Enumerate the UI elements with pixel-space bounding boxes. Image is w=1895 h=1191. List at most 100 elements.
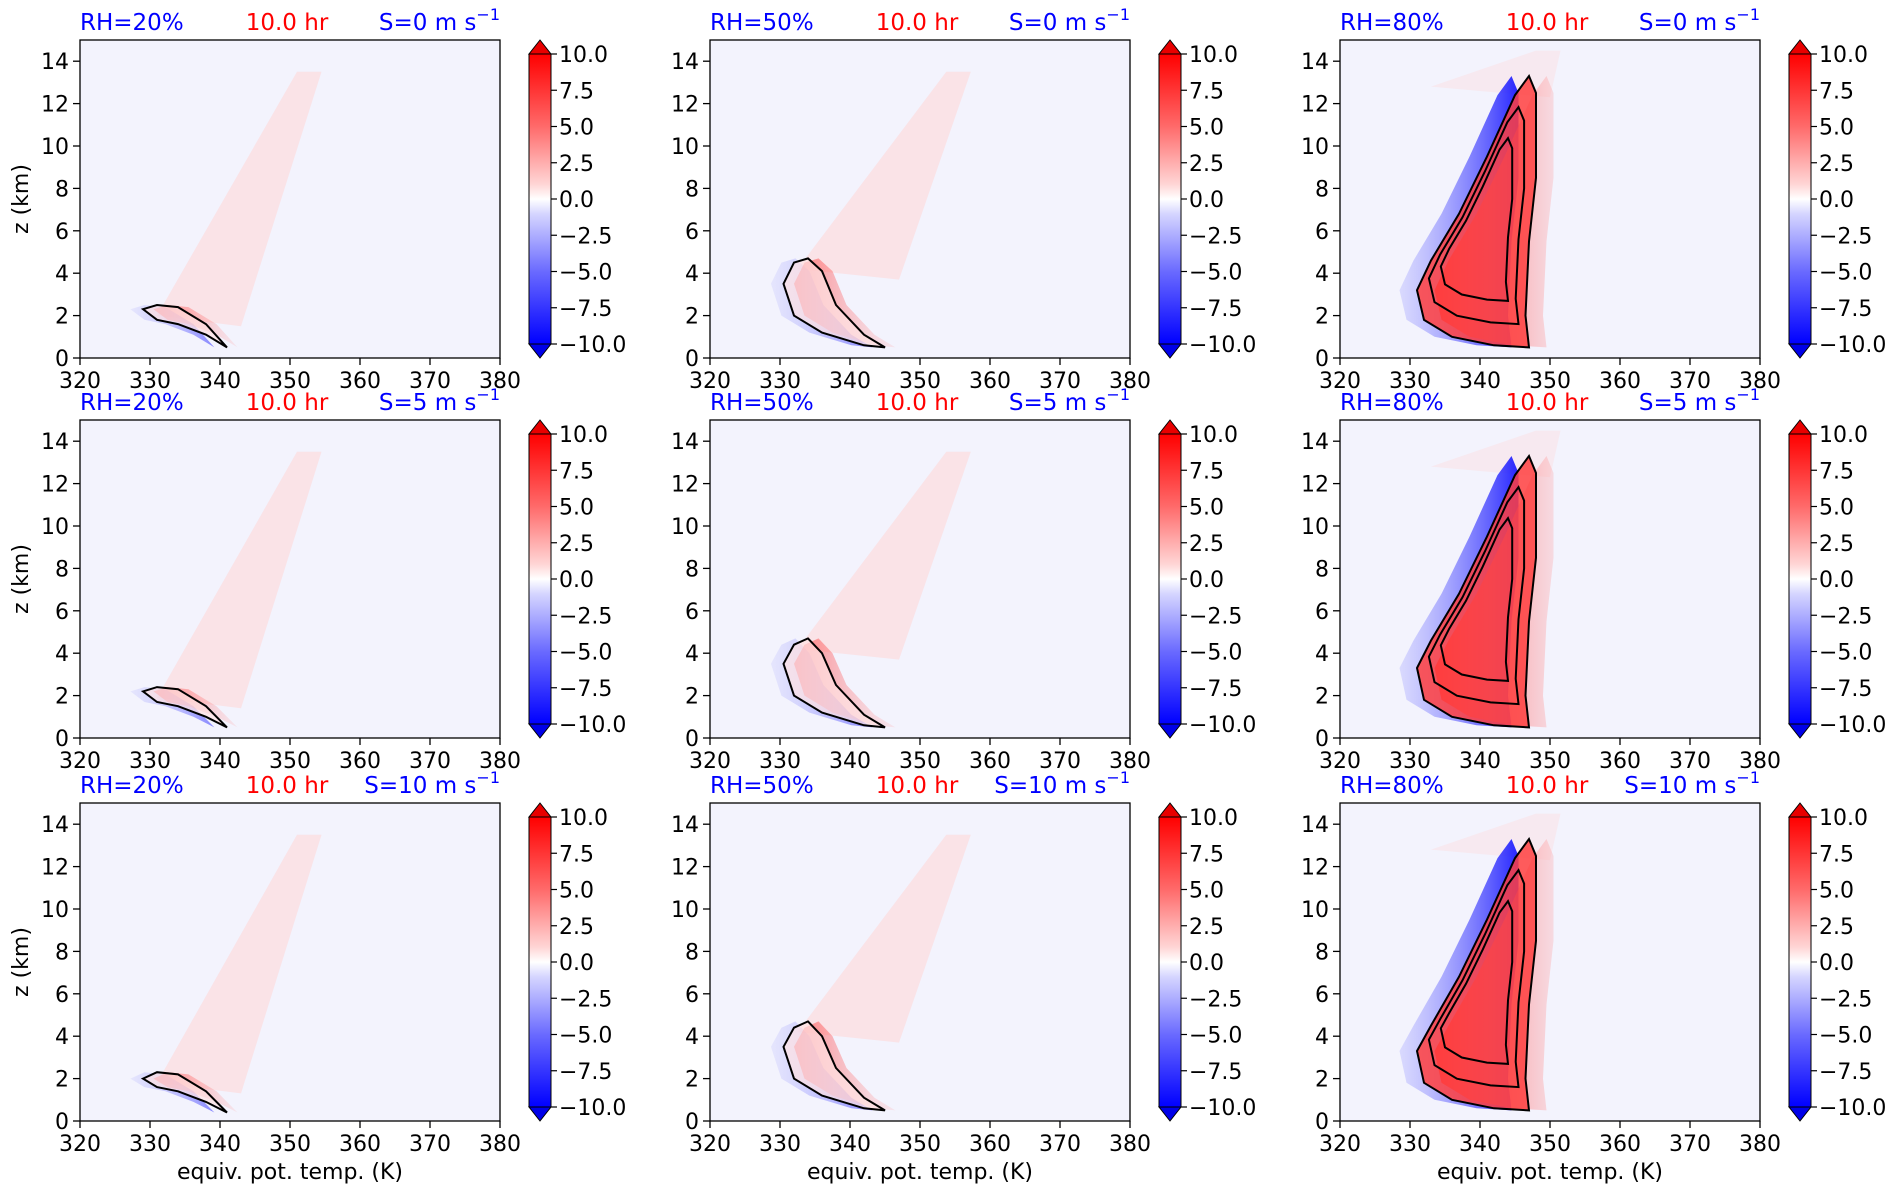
colorbar: 10.0 7.5 5.0 2.5 0.0 −2.5 −5.0 −7.5 −10.0 <box>527 802 626 1122</box>
x-tick-label: 350 <box>899 1132 941 1157</box>
x-tick-label: 360 <box>339 749 381 774</box>
shear-title-main: S=10 m s <box>1624 773 1736 799</box>
contour-line-inner-2 <box>1439 136 1514 302</box>
panel-3: 320 330 340 350 360 370 380 0 2 4 6 8 10 12 14 RH=80% 10… <box>1301 5 1886 394</box>
contour-line-inner-2 <box>1439 899 1514 1065</box>
colorbar-body <box>528 433 552 725</box>
x-tick-label: 330 <box>759 1132 801 1157</box>
contour-line <box>140 303 228 349</box>
x-tick-label: 320 <box>59 369 101 394</box>
colorbar-tick-label: 5.0 <box>559 496 594 521</box>
shear-title: S=0 m s−1 <box>379 5 500 36</box>
y-tick-label: 8 <box>685 177 699 202</box>
x-tick-label: 350 <box>1529 369 1571 394</box>
contour-line <box>1415 453 1537 729</box>
colorbar-max-arrow <box>1157 39 1183 55</box>
x-tick-label: 350 <box>899 749 941 774</box>
colorbar: 10.0 7.5 5.0 2.5 0.0 −2.5 −5.0 −7.5 −10.0 <box>527 419 626 739</box>
y-tick-label: 14 <box>671 813 699 838</box>
y-tick-label: 6 <box>55 220 69 245</box>
plume-shading <box>157 834 322 1094</box>
colorbar-tick-label: 7.5 <box>1819 842 1854 867</box>
colorbar-tick-label: 7.5 <box>559 842 594 867</box>
colorbar-tick-label: 10.0 <box>1189 806 1238 831</box>
y-tick-label: 14 <box>671 430 699 455</box>
time-title: 10.0 hr <box>1506 10 1589 36</box>
colorbar-tick-label: 2.5 <box>1819 152 1854 177</box>
colorbar-max-arrow <box>1787 802 1813 818</box>
time-title: 10.0 hr <box>1506 390 1589 416</box>
y-tick-label: 0 <box>1315 347 1329 372</box>
colorbar: 10.0 7.5 5.0 2.5 0.0 −2.5 −5.0 −7.5 −10.0 <box>1787 39 1886 359</box>
y-tick-label: 2 <box>55 305 69 330</box>
rh-title: RH=50% <box>710 390 814 416</box>
contour-line <box>140 686 228 729</box>
y-tick-label: 8 <box>685 940 699 965</box>
y-tick-label: 8 <box>1315 940 1329 965</box>
colorbar-tick-label: −10.0 <box>559 713 626 738</box>
colorbar-tick-label: −5.0 <box>1819 641 1872 666</box>
colorbar-tick-label: −5.0 <box>1189 261 1242 286</box>
y-tick-label: 4 <box>1315 262 1329 287</box>
shear-title: S=10 m s−1 <box>1624 768 1760 799</box>
colorbar-tick-label: 7.5 <box>559 79 594 104</box>
y-tick-label: 10 <box>671 898 699 923</box>
y-axis-label: z (km) <box>9 544 34 614</box>
time-title: 10.0 hr <box>876 10 959 36</box>
colorbar-tick-label: 5.0 <box>1189 116 1224 141</box>
colorbar-tick-label: 0.0 <box>1189 568 1224 593</box>
y-tick-label: 8 <box>55 940 69 965</box>
colorbar-body <box>1158 816 1182 1108</box>
colorbar-tick-label: 2.5 <box>1189 152 1224 177</box>
colorbar-tick-label: 7.5 <box>1189 459 1224 484</box>
x-tick-label: 360 <box>969 749 1011 774</box>
x-tick-label: 370 <box>1039 369 1081 394</box>
contour-line <box>1415 836 1537 1112</box>
colorbar-tick-label: −2.5 <box>559 604 612 629</box>
x-tick-label: 380 <box>1739 369 1781 394</box>
y-tick-label: 14 <box>671 50 699 75</box>
y-tick-label: 14 <box>1301 813 1329 838</box>
colorbar-body <box>528 816 552 1108</box>
y-axis-label: z (km) <box>9 927 34 997</box>
plume-shading <box>157 451 322 709</box>
colorbar-tick-label: −2.5 <box>1819 224 1872 249</box>
shear-title-exponent: −1 <box>1106 385 1130 404</box>
shear-title-main: S=0 m s <box>379 10 477 36</box>
colorbar-tick-label: 5.0 <box>1819 116 1854 141</box>
colorbar-tick-label: −7.5 <box>1189 677 1242 702</box>
y-tick-label: 8 <box>55 557 69 582</box>
colorbar-body <box>1158 433 1182 725</box>
colorbar-tick-label: 0.0 <box>1819 951 1854 976</box>
colorbar: 10.0 7.5 5.0 2.5 0.0 −2.5 −5.0 −7.5 −10.0 <box>1787 802 1886 1122</box>
x-tick-label: 330 <box>129 1132 171 1157</box>
x-tick-label: 330 <box>129 749 171 774</box>
colorbar-body <box>1788 53 1812 345</box>
x-tick-label: 360 <box>1599 749 1641 774</box>
colorbar-max-arrow <box>527 802 553 818</box>
time-title: 10.0 hr <box>246 773 329 799</box>
shear-title-exponent: −1 <box>1736 768 1760 787</box>
colorbar-tick-label: −7.5 <box>1819 297 1872 322</box>
x-tick-label: 370 <box>409 1132 451 1157</box>
x-tick-label: 320 <box>59 1132 101 1157</box>
colorbar-tick-label: 0.0 <box>1189 951 1224 976</box>
colorbar-tick-label: 5.0 <box>559 116 594 141</box>
x-tick-label: 380 <box>1739 749 1781 774</box>
plume-shading <box>797 71 971 280</box>
shear-title: S=10 m s−1 <box>364 768 500 799</box>
colorbar-tick-label: 2.5 <box>1819 915 1854 940</box>
colorbar-tick-label: 10.0 <box>1819 43 1868 68</box>
x-tick-label: 380 <box>1109 749 1151 774</box>
x-tick-label: 360 <box>969 1132 1011 1157</box>
x-tick-label: 380 <box>1109 1132 1151 1157</box>
colorbar-tick-label: −10.0 <box>559 333 626 358</box>
x-tick-label: 330 <box>759 749 801 774</box>
y-tick-label: 10 <box>41 898 69 923</box>
y-tick-label: 6 <box>1315 220 1329 245</box>
colorbar-tick-label: −5.0 <box>559 1024 612 1049</box>
y-tick-label: 10 <box>671 515 699 540</box>
y-tick-label: 10 <box>41 515 69 540</box>
y-tick-label: 0 <box>685 347 699 372</box>
colorbar-tick-label: −5.0 <box>1189 641 1242 666</box>
